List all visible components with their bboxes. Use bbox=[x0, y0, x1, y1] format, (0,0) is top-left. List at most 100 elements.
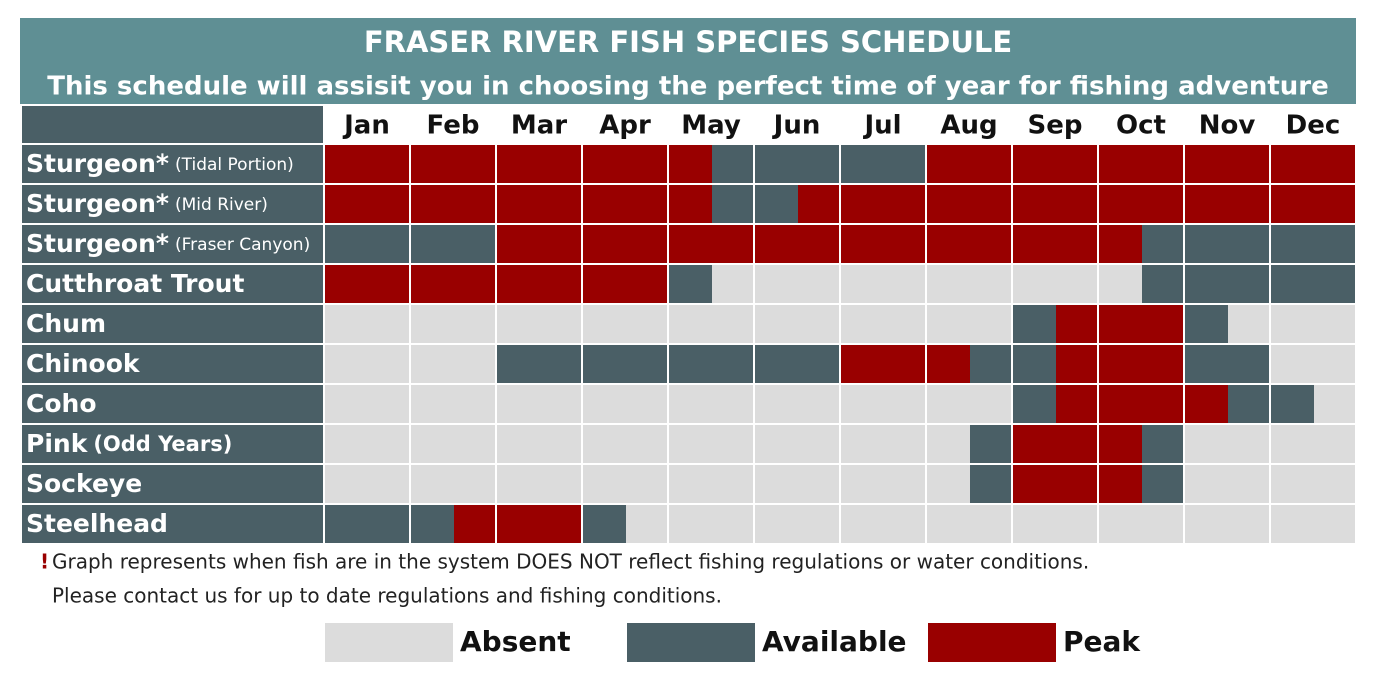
month-label: Jun bbox=[772, 111, 821, 141]
schedule-cell bbox=[1228, 305, 1269, 343]
schedule-cell bbox=[712, 505, 753, 543]
schedule-cell bbox=[1142, 145, 1183, 183]
schedule-cell bbox=[1056, 185, 1097, 223]
schedule-cell bbox=[583, 425, 626, 463]
schedule-cell bbox=[1314, 225, 1355, 263]
schedule-cell bbox=[884, 185, 925, 223]
schedule-cell bbox=[970, 385, 1011, 423]
legend-swatch bbox=[928, 623, 1056, 662]
species-name: Cutthroat Trout bbox=[26, 269, 244, 298]
schedule-cell bbox=[1314, 265, 1355, 303]
schedule-cell bbox=[712, 305, 753, 343]
legend-label: Available bbox=[762, 625, 907, 658]
schedule-cell bbox=[1314, 385, 1355, 423]
schedule-cell bbox=[798, 265, 839, 303]
schedule-cell bbox=[970, 345, 1011, 383]
schedule-cell bbox=[325, 265, 368, 303]
schedule-cell bbox=[540, 185, 581, 223]
row-label: Chinook bbox=[26, 349, 141, 378]
schedule-cell bbox=[884, 505, 925, 543]
schedule-cell bbox=[497, 425, 540, 463]
schedule-cell bbox=[841, 385, 884, 423]
schedule-cell bbox=[1013, 385, 1056, 423]
species-note: (Odd Years) bbox=[93, 432, 232, 456]
row-label-cell bbox=[22, 145, 323, 183]
schedule-cell bbox=[712, 465, 753, 503]
schedule-cell bbox=[1185, 305, 1228, 343]
legend-swatch bbox=[627, 623, 755, 662]
schedule-cell bbox=[1056, 145, 1097, 183]
row-label: Sockeye bbox=[26, 469, 142, 498]
month-label: Mar bbox=[511, 111, 567, 141]
schedule-cell bbox=[970, 305, 1011, 343]
schedule-cell bbox=[368, 505, 409, 543]
schedule-cell bbox=[1314, 145, 1355, 183]
schedule-cell bbox=[368, 465, 409, 503]
row-label: Cutthroat Trout bbox=[26, 269, 244, 298]
schedule-cell bbox=[1314, 305, 1355, 343]
schedule-cell bbox=[841, 185, 884, 223]
schedule-cell bbox=[368, 385, 409, 423]
row-label: Sturgeon* (Tidal Portion) bbox=[26, 149, 294, 178]
species-name: Sturgeon* bbox=[26, 149, 169, 178]
schedule-cell bbox=[1271, 425, 1314, 463]
schedule-cell bbox=[927, 505, 970, 543]
schedule-cell bbox=[1314, 345, 1355, 383]
schedule-cell bbox=[884, 225, 925, 263]
schedule-cell bbox=[1142, 305, 1183, 343]
month-label: Jan bbox=[342, 111, 390, 141]
schedule-cell bbox=[540, 385, 581, 423]
schedule-cell bbox=[798, 185, 839, 223]
schedule-cell bbox=[712, 425, 753, 463]
row-label-cell bbox=[22, 465, 323, 503]
schedule-cell bbox=[497, 465, 540, 503]
schedule-cell bbox=[884, 345, 925, 383]
schedule-cell bbox=[1142, 505, 1183, 543]
schedule-cell bbox=[411, 465, 454, 503]
schedule-cell bbox=[497, 225, 540, 263]
schedule-cell bbox=[1056, 265, 1097, 303]
schedule-cell bbox=[411, 385, 454, 423]
schedule-cell bbox=[1185, 425, 1228, 463]
schedule-cell bbox=[755, 385, 798, 423]
schedule-cell bbox=[454, 145, 495, 183]
schedule-cell bbox=[626, 465, 667, 503]
footnote-line: Graph represents when fish are in the sy… bbox=[52, 550, 1089, 574]
row-label: Chum bbox=[26, 309, 106, 338]
schedule-cell bbox=[497, 265, 540, 303]
month-label: May bbox=[681, 111, 741, 141]
legend-label: Peak bbox=[1063, 625, 1141, 658]
row-label: Steelhead bbox=[26, 509, 168, 538]
schedule-cell bbox=[1099, 265, 1142, 303]
schedule-cell bbox=[884, 265, 925, 303]
row-label: Sturgeon* (Mid River) bbox=[26, 189, 268, 218]
schedule-cell bbox=[1099, 225, 1142, 263]
schedule-cell bbox=[454, 385, 495, 423]
schedule-cell bbox=[1142, 225, 1183, 263]
row-label: Coho bbox=[26, 389, 97, 418]
schedule-cell bbox=[325, 145, 368, 183]
schedule-cell bbox=[540, 345, 581, 383]
schedule-cell bbox=[1013, 425, 1056, 463]
schedule-cell bbox=[368, 265, 409, 303]
row-label-cell bbox=[22, 225, 323, 263]
row-label-cell bbox=[22, 425, 323, 463]
schedule-cell bbox=[1228, 425, 1269, 463]
schedule-cell bbox=[970, 145, 1011, 183]
schedule-cell bbox=[368, 425, 409, 463]
schedule-cell bbox=[1099, 185, 1142, 223]
schedule-cell bbox=[669, 185, 712, 223]
species-name: Sturgeon* bbox=[26, 229, 169, 258]
schedule-cell bbox=[669, 425, 712, 463]
schedule-cell bbox=[1056, 385, 1097, 423]
schedule-cell bbox=[626, 505, 667, 543]
schedule-cell bbox=[755, 225, 798, 263]
schedule-cell bbox=[1099, 505, 1142, 543]
row-label-cell bbox=[22, 385, 323, 423]
schedule-cell bbox=[712, 225, 753, 263]
schedule-cell bbox=[1056, 305, 1097, 343]
schedule-cell bbox=[884, 145, 925, 183]
month-label: Jul bbox=[862, 111, 901, 141]
schedule-cell bbox=[798, 225, 839, 263]
schedule-cell bbox=[368, 145, 409, 183]
